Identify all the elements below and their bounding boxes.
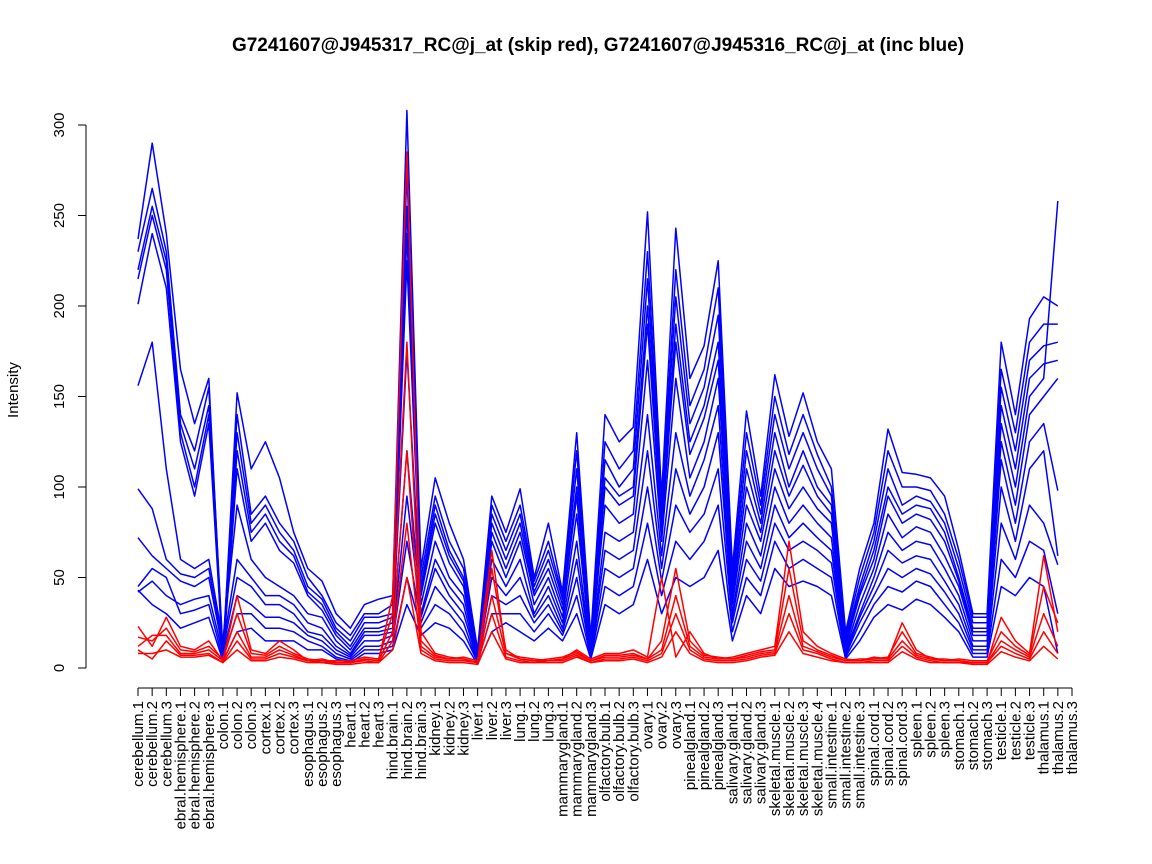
x-tick-label: pinealgland.3 [710, 701, 727, 790]
x-tick-label: lung.3 [540, 701, 557, 742]
x-tick-label: testicle.1 [993, 701, 1010, 760]
x-tick-label: liver.1 [470, 701, 487, 740]
x-tick-label: lung.1 [512, 701, 529, 742]
x-tick-label: hind.brain.2 [399, 701, 416, 779]
x-tick-label: skeletal.muscle.4 [809, 701, 826, 816]
series-line-inc-blue-5 [137, 200, 1059, 660]
x-tick-label: mammarygland.1 [555, 701, 572, 817]
x-tick-label: salivary.gland.2 [739, 701, 756, 804]
x-tick-label: spinal.cord.1 [866, 701, 883, 786]
x-tick-label: thalamus.2 [1050, 701, 1067, 774]
series-line-inc-blue-6 [137, 341, 1059, 660]
x-tick-label: heart.2 [356, 701, 373, 748]
series-line-inc-blue-10 [137, 504, 1059, 664]
x-tick-label: colon.2 [229, 701, 246, 749]
x-tick-label: cortex.1 [257, 701, 274, 754]
x-tick-label: spinal.cord.3 [894, 701, 911, 786]
x-tick-label: thalamus.3 [1064, 701, 1081, 774]
series-line-inc-blue-1 [137, 109, 1059, 660]
series-line-inc-blue-3 [137, 205, 1058, 657]
x-tick-label: liver.3 [498, 701, 515, 740]
x-tick-label: hind.brain.1 [385, 701, 402, 779]
x-tick-label: thalamus.1 [1036, 701, 1053, 774]
y-tick-label: 100 [51, 474, 68, 499]
x-tick-label: salivary.gland.3 [753, 701, 770, 804]
x-tick-label: liver.2 [484, 701, 501, 740]
x-tick-label: heart.3 [371, 701, 388, 748]
x-tick-label: kidney.3 [455, 701, 472, 756]
x-tick-label: cortex.3 [286, 701, 303, 754]
x-tick-label: spleen.1 [908, 701, 925, 758]
x-tick-label: ebral.hemisphere.1 [172, 701, 189, 829]
x-tick-label: ebral.hemisphere.2 [187, 701, 204, 829]
series-line-inc-blue-9 [137, 468, 1059, 664]
x-tick-label: spleen.3 [937, 701, 954, 758]
x-tick-label: cerebellum.1 [130, 701, 147, 787]
series-line-inc-blue-2 [137, 169, 1058, 655]
x-tick-label: ovary.3 [668, 701, 685, 749]
y-axis-label: Intensity [5, 362, 22, 418]
x-tick-label: ovary.2 [654, 701, 671, 749]
x-tick-label: pinealgland.2 [696, 701, 713, 790]
x-tick-label: ebral.hemisphere.3 [201, 701, 218, 829]
x-tick-label: esophagus.1 [300, 701, 317, 787]
y-tick-label: 150 [51, 384, 68, 409]
x-tick-label: skeletal.muscle.3 [795, 701, 812, 816]
series-line-inc-blue-7 [137, 404, 1059, 662]
x-tick-label: colon.1 [215, 701, 232, 749]
x-tick-label: small.intestine.3 [852, 701, 869, 809]
series-line-skip-red-4 [137, 522, 1059, 664]
x-tick-label: esophagus.3 [328, 701, 345, 787]
x-tick-label: stomach.3 [979, 701, 996, 770]
x-tick-label: testicle.3 [1022, 701, 1039, 760]
x-tick-label: stomach.2 [965, 701, 982, 770]
series-line-inc-blue-11 [137, 549, 1059, 666]
x-tick-label: cerebellum.2 [144, 701, 161, 787]
y-tick-label: 250 [51, 203, 68, 228]
x-tick-label: pinealgland.1 [682, 701, 699, 790]
x-tick-label: lung.2 [526, 701, 543, 742]
x-tick-label: spleen.2 [922, 701, 939, 758]
x-tick-label: skeletal.muscle.2 [781, 701, 798, 816]
x-tick-label: heart.1 [342, 701, 359, 748]
chart-title: G7241607@J945317_RC@j_at (skip red), G72… [232, 35, 964, 56]
x-tick-label: mammarygland.2 [569, 701, 586, 817]
x-tick-label: colon.3 [243, 701, 260, 749]
x-tick-label: hind.brain.3 [413, 701, 430, 779]
y-tick-label: 200 [51, 293, 68, 318]
x-tick-label: ovary.1 [639, 701, 656, 749]
x-tick-label: kidney.1 [427, 701, 444, 756]
x-tick-label: spinal.cord.2 [880, 701, 897, 786]
axes: 050100150200250300cerebellum.1cerebellum… [51, 112, 1081, 829]
x-tick-label: salivary.gland.1 [724, 701, 741, 804]
x-tick-label: cortex.2 [272, 701, 289, 754]
series-line-skip-red-2 [137, 341, 1059, 662]
x-tick-label: olfactory.bulb.3 [625, 701, 642, 802]
x-tick-label: cerebellum.3 [158, 701, 175, 787]
x-tick-label: kidney.2 [441, 701, 458, 756]
x-tick-label: stomach.1 [951, 701, 968, 770]
x-tick-label: small.intestine.1 [823, 701, 840, 809]
x-tick-label: olfactory.bulb.1 [597, 701, 614, 802]
series-line-skip-red-1 [137, 151, 1059, 664]
series-layer [137, 109, 1059, 666]
series-line-skip-red-3 [137, 450, 1059, 664]
series-line-skip-red-5 [138, 576, 1059, 666]
x-tick-label: olfactory.bulb.2 [611, 701, 628, 802]
x-tick-label: small.intestine.2 [838, 701, 855, 809]
series-line-inc-blue-8 [137, 431, 1059, 662]
x-tick-label: testicle.2 [1007, 701, 1024, 760]
x-tick-label: esophagus.2 [314, 701, 331, 787]
x-tick-label: mammarygland.3 [583, 701, 600, 817]
y-tick-label: 50 [51, 569, 68, 586]
x-tick-label: skeletal.muscle.1 [767, 701, 784, 816]
y-tick-label: 300 [51, 112, 68, 137]
y-tick-label: 0 [51, 664, 68, 672]
